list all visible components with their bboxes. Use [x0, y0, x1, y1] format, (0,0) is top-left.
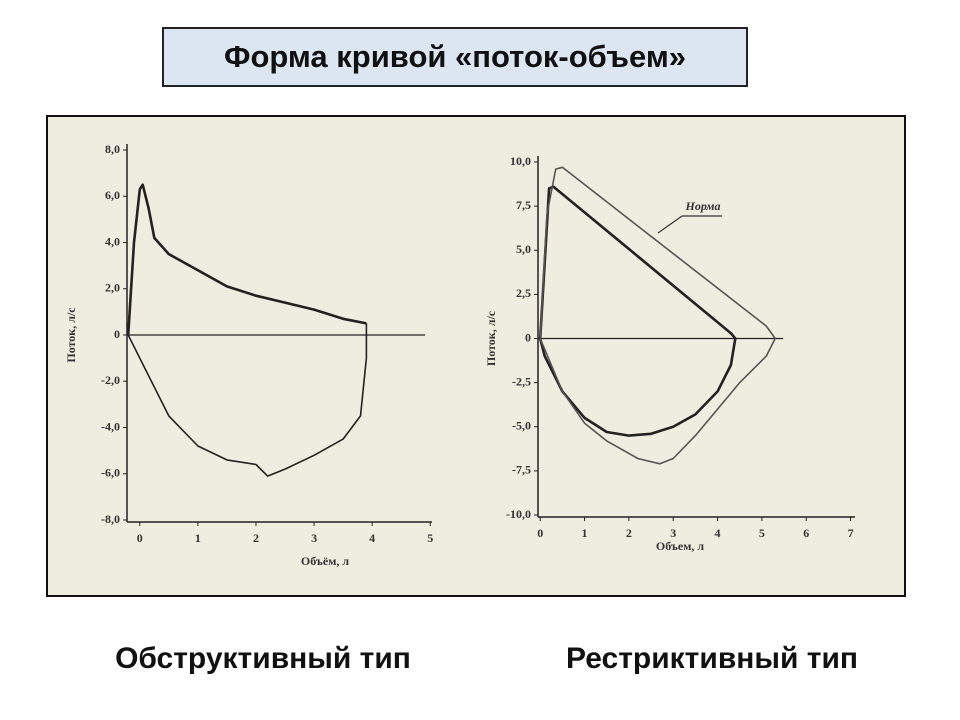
y-tick-label: 2,0	[105, 281, 120, 295]
y-tick-label: 10,0	[510, 154, 531, 168]
chart-caption: Обструктивный тип	[115, 642, 411, 675]
x-tick-label: 3	[311, 531, 317, 545]
x-axis-label: Объем, л	[656, 539, 705, 553]
curve-annotation: Норма	[685, 199, 721, 213]
y-tick-label: 0	[525, 330, 531, 344]
flow-volume-curve	[539, 166, 776, 465]
x-tick-label: 1	[582, 526, 588, 540]
y-tick-label: 2,5	[516, 286, 531, 300]
figure-panel	[46, 115, 906, 597]
y-axis-label: Поток, л/с	[64, 307, 78, 363]
x-tick-label: 2	[253, 531, 259, 545]
x-tick-label: 5	[427, 531, 433, 545]
y-tick-label: -5,0	[512, 419, 531, 433]
x-tick-label: 0	[537, 526, 543, 540]
x-tick-label: 7	[848, 526, 854, 540]
x-tick-label: 4	[715, 526, 721, 540]
x-tick-label: 3	[670, 526, 676, 540]
x-tick-label: 6	[803, 526, 809, 540]
x-tick-label: 1	[195, 531, 201, 545]
y-tick-label: 5,0	[516, 242, 531, 256]
y-tick-label: 8,0	[105, 142, 120, 156]
y-tick-label: -10,0	[506, 507, 531, 521]
y-tick-label: -8,0	[101, 512, 120, 526]
flow-volume-curve	[126, 183, 367, 336]
flow-volume-curve	[538, 185, 737, 437]
flow-volume-curve	[127, 323, 368, 477]
y-tick-label: 0	[114, 327, 120, 341]
y-axis-label: Поток, л/с	[484, 310, 498, 366]
annotation-pointer	[657, 215, 683, 234]
x-tick-label: 0	[137, 531, 143, 545]
y-tick-label: -7,5	[512, 463, 531, 477]
slide-title: Форма кривой «поток-объем»	[162, 27, 748, 87]
y-tick-label: 7,5	[516, 198, 531, 212]
chart-caption: Рестриктивный тип	[566, 642, 858, 675]
y-tick-label: -4,0	[101, 419, 120, 433]
y-tick-label: -2,0	[101, 373, 120, 387]
x-tick-label: 5	[759, 526, 765, 540]
y-tick-label: -6,0	[101, 466, 120, 480]
x-tick-label: 2	[626, 526, 632, 540]
y-tick-label: 6,0	[105, 188, 120, 202]
y-tick-label: -2,5	[512, 374, 531, 388]
x-tick-label: 4	[369, 531, 375, 545]
y-tick-label: 4,0	[105, 234, 120, 248]
x-axis-label: Объём, л	[301, 554, 350, 568]
